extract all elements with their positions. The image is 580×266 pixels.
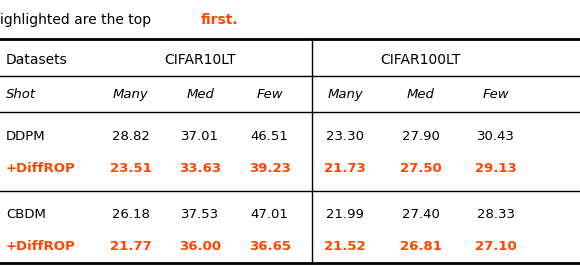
Text: Few: Few — [483, 88, 509, 101]
Text: 21.99: 21.99 — [326, 209, 364, 221]
Text: ighlighted are the top: ighlighted are the top — [0, 13, 155, 27]
Text: 23.30: 23.30 — [326, 130, 364, 143]
Text: 26.81: 26.81 — [400, 240, 441, 253]
Text: 33.63: 33.63 — [179, 162, 221, 174]
Text: 23.51: 23.51 — [110, 162, 151, 174]
Text: 21.52: 21.52 — [324, 240, 366, 253]
Text: 30.43: 30.43 — [477, 130, 515, 143]
Text: Shot: Shot — [6, 88, 36, 101]
Text: CIFAR100LT: CIFAR100LT — [380, 53, 461, 67]
Text: 46.51: 46.51 — [251, 130, 289, 143]
Text: 21.77: 21.77 — [110, 240, 151, 253]
Text: 27.40: 27.40 — [401, 209, 440, 221]
Text: 39.23: 39.23 — [249, 162, 291, 174]
Text: Med: Med — [407, 88, 434, 101]
Text: Many: Many — [113, 88, 148, 101]
Text: 21.73: 21.73 — [324, 162, 366, 174]
Text: 36.00: 36.00 — [179, 240, 221, 253]
Text: 27.10: 27.10 — [475, 240, 517, 253]
Text: Few: Few — [256, 88, 283, 101]
Text: 36.65: 36.65 — [249, 240, 291, 253]
Text: DDPM: DDPM — [6, 130, 45, 143]
Text: Datasets: Datasets — [6, 53, 67, 67]
Text: CBDM: CBDM — [6, 209, 46, 221]
Text: 27.90: 27.90 — [401, 130, 440, 143]
Text: 47.01: 47.01 — [251, 209, 289, 221]
Text: 37.53: 37.53 — [181, 209, 219, 221]
Text: 37.01: 37.01 — [181, 130, 219, 143]
Text: 28.82: 28.82 — [111, 130, 150, 143]
Text: Med: Med — [186, 88, 214, 101]
Text: first.: first. — [201, 13, 238, 27]
Text: CIFAR10LT: CIFAR10LT — [164, 53, 236, 67]
Text: +DiffROP: +DiffROP — [6, 240, 75, 253]
Text: 27.50: 27.50 — [400, 162, 441, 174]
Text: Many: Many — [327, 88, 363, 101]
Text: 26.18: 26.18 — [111, 209, 150, 221]
Text: 29.13: 29.13 — [475, 162, 517, 174]
Text: 28.33: 28.33 — [477, 209, 515, 221]
Text: +DiffROP: +DiffROP — [6, 162, 75, 174]
